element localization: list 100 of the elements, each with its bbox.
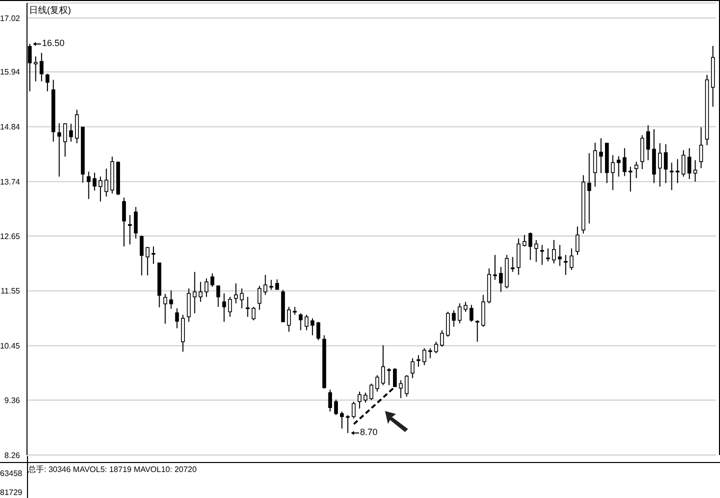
candlestick [534,239,538,262]
candlestick [86,171,91,200]
text: 81729 [0,488,22,497]
candlestick [699,126,704,169]
candlestick [198,281,202,302]
candlestick [470,304,474,322]
candlestick [446,311,450,338]
candlestick [69,123,73,142]
candlestick [387,368,391,386]
candlestick [358,391,362,410]
candlestick [552,239,556,264]
candlestick [687,148,692,180]
annotation: 16.50 [42,38,64,48]
candlestick [216,285,220,308]
candlestick [369,383,374,401]
candlestick [328,389,332,412]
candlestick [516,238,520,276]
candlestick [340,411,344,430]
candlestick [316,321,320,341]
candlestick [658,142,662,188]
candlestick [375,374,380,392]
y-tick-label: 12.65 [0,232,21,241]
candlestick [104,168,108,198]
candlestick [381,344,386,386]
candlestick [75,109,79,144]
candlestick [593,142,598,188]
candlestick [364,392,368,404]
y-tick-label: 13.74 [0,177,21,186]
candlestick [458,302,462,324]
candlestick [146,246,150,276]
candlestick [493,254,497,280]
candlestick [204,278,208,298]
candlestick [410,358,414,379]
candlestick [269,279,274,290]
candlestick [510,256,515,272]
candlestick [440,330,444,348]
candlestick [192,271,197,314]
candlestick [676,158,680,184]
candlestick [522,234,526,247]
candlestick [422,348,426,366]
y-tick-label: 11.55 [0,286,21,296]
candlestick [298,312,303,331]
candlestick [163,293,168,324]
candlestick [528,232,532,260]
candlestick [464,301,468,312]
candlestick [664,144,668,184]
candlestick [634,161,638,179]
candlestick [416,354,420,368]
annotation: 8.70 [360,427,378,438]
y-tick-label: 17.02 [0,14,21,23]
candlestick [610,154,615,191]
y-tick-label: 8.26 [4,450,21,460]
candlestick [46,73,50,92]
candlestick [252,306,256,321]
candlestick [186,288,191,322]
candlestick [352,401,356,420]
candlestick [234,282,238,304]
candlestick [404,374,409,398]
candlestick [546,248,550,262]
candlestick [628,166,632,192]
candlestick [228,296,232,318]
candlestick [34,56,38,82]
candlestick [622,148,626,177]
candlestick [499,266,503,292]
candlestick [640,134,644,170]
candlestick [558,244,562,266]
candlestick [310,318,314,336]
candlestick [258,285,262,310]
chart-title: 日线(复权) [29,4,71,17]
candlestick [599,138,603,174]
candlestick [428,348,432,359]
candlestick [175,308,179,329]
candlestick [63,122,68,158]
candlestick [246,296,250,318]
y-tick-label: 9.36 [4,396,21,405]
candlestick [140,234,144,276]
candlestick [481,294,486,328]
candlestick [452,310,456,328]
candlestick [240,288,244,309]
candlestick [646,124,650,161]
candlestick [134,206,138,239]
candlestick [682,150,686,178]
candlestick [40,52,44,82]
text: 总手: 30346 MAVOL5: 18719 MAVOL10: 20720 [28,464,197,475]
candlestick [210,272,214,288]
candlestick [475,320,480,342]
candlestick [275,278,280,290]
candlestick [181,314,185,352]
y-tick-label: 15.94 [0,68,21,77]
y-tick-label: 14.84 [0,122,21,132]
candlestick [169,290,174,310]
candlestick [570,248,574,270]
candlestick [434,341,438,354]
candlestick [576,226,580,256]
candlestick [693,160,698,182]
candlestick [263,274,268,296]
y-tick-label: 10.45 [0,342,21,351]
candlestick [128,214,132,245]
candlestick [398,380,403,399]
candlestick [287,306,291,332]
